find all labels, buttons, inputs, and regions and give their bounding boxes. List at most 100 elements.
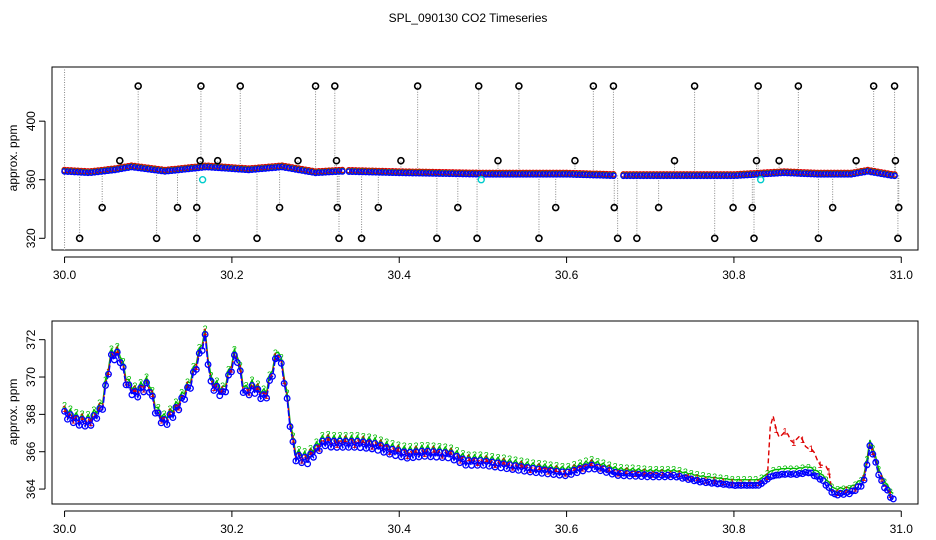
series-3-marker [160, 415, 168, 423]
outlier-point [890, 82, 899, 90]
series-3-marker [96, 405, 104, 413]
series-3-marker [374, 446, 382, 454]
baseline-point [486, 171, 493, 178]
series-3-marker [134, 393, 142, 401]
panel-bottom-y-tick-label: 370 [24, 367, 38, 387]
baseline-point [456, 170, 463, 178]
outlier-point [454, 203, 462, 212]
baseline-point [379, 169, 386, 176]
series-2-marker: 2 [68, 404, 73, 414]
series-3-marker [119, 363, 127, 371]
series-2-marker: 2 [179, 387, 184, 397]
baseline-point [416, 169, 423, 177]
baseline-point [697, 172, 704, 180]
panel-top-baseline-series [61, 162, 898, 180]
outlier-point [173, 203, 182, 212]
outlier-point [413, 82, 422, 90]
baseline-point [777, 169, 785, 177]
series-3-marker [866, 442, 874, 450]
outlier-point [494, 156, 502, 165]
series-1-marker: 1 [818, 460, 823, 470]
series-2-marker: 2 [408, 442, 413, 452]
series-3-marker [181, 395, 189, 403]
baseline-point [221, 165, 229, 172]
outlier-point [814, 234, 823, 243]
series-2-marker: 2 [425, 441, 430, 451]
series-3-marker [310, 453, 317, 461]
panel-top-x-tick-label: 30.8 [722, 268, 746, 282]
series-1-marker: 1 [809, 444, 814, 454]
baseline-point [660, 172, 667, 180]
series-2-marker: 2 [812, 465, 817, 475]
series-2-marker: 2 [648, 464, 653, 474]
outlier-point [515, 82, 523, 90]
outlier-point [275, 203, 284, 212]
series-2-marker: 2 [431, 441, 436, 451]
series-3-marker [863, 461, 871, 469]
baseline-point [258, 165, 266, 173]
series-2-marker: 2 [572, 460, 577, 470]
outlier-point [752, 156, 761, 165]
panel-bottom-ylabel: approx. ppm [6, 379, 20, 446]
panel-top-x-tick-label: 30.6 [555, 268, 579, 282]
baseline-point [600, 172, 607, 179]
baseline-point [580, 171, 587, 179]
baseline-point [630, 172, 637, 180]
baseline-point [151, 166, 159, 174]
baseline-point [238, 166, 246, 173]
outlier-point [335, 234, 343, 243]
series-2-marker: 2 [741, 475, 746, 485]
baseline-point [345, 168, 353, 175]
baseline-point [98, 168, 105, 175]
baseline-point [656, 172, 664, 180]
series-3-marker [315, 447, 323, 455]
baseline-point [677, 172, 684, 180]
series-2-marker: 2 [261, 384, 266, 394]
series-2-marker: 2 [888, 487, 893, 497]
series-2-marker: 2 [788, 464, 793, 474]
outlier-point [474, 82, 483, 90]
baseline-point [64, 168, 72, 175]
series-2-marker: 2 [302, 446, 307, 456]
baseline-point [168, 167, 175, 175]
baseline-point [436, 170, 443, 177]
baseline-point [700, 172, 708, 180]
series-2-marker: 2 [519, 456, 524, 466]
series-3-marker [447, 450, 455, 458]
series-2-marker: 2 [782, 464, 787, 474]
baseline-point [489, 171, 497, 178]
baseline-point [663, 172, 671, 180]
baseline-point [877, 170, 885, 178]
series-3-marker [143, 379, 150, 387]
panel-bottom-x-tick-label: 30.8 [722, 522, 746, 536]
series-2-marker: 2 [203, 324, 208, 334]
baseline-point [452, 170, 460, 178]
outlier-point [633, 234, 641, 243]
series-2-marker: 2 [173, 397, 178, 407]
series-2-marker: 2 [864, 454, 869, 464]
outlier-point [729, 203, 737, 212]
baseline-point [754, 171, 761, 178]
series-2-marker: 2 [97, 398, 102, 408]
outlier-point [236, 82, 245, 90]
baseline-point [268, 164, 276, 172]
series-3-marker [854, 483, 862, 490]
baseline-point [837, 171, 845, 178]
series-2-marker: 2 [777, 464, 782, 474]
baseline-point [737, 172, 744, 179]
baseline-point [335, 168, 343, 175]
baseline-point [703, 172, 711, 180]
baseline-point [790, 170, 798, 177]
outlier-point [294, 156, 302, 165]
series-3-marker [301, 453, 309, 461]
baseline-point [462, 170, 470, 178]
baseline-point [891, 172, 898, 180]
baseline-point [201, 163, 209, 171]
series-2-marker: 2 [765, 469, 770, 479]
series-3-marker [184, 384, 191, 391]
series-2-marker: 2 [249, 375, 254, 385]
baseline-point [302, 167, 309, 175]
baseline-point [646, 172, 654, 180]
series-2-marker: 2 [290, 431, 295, 441]
outlier-point [670, 156, 679, 165]
